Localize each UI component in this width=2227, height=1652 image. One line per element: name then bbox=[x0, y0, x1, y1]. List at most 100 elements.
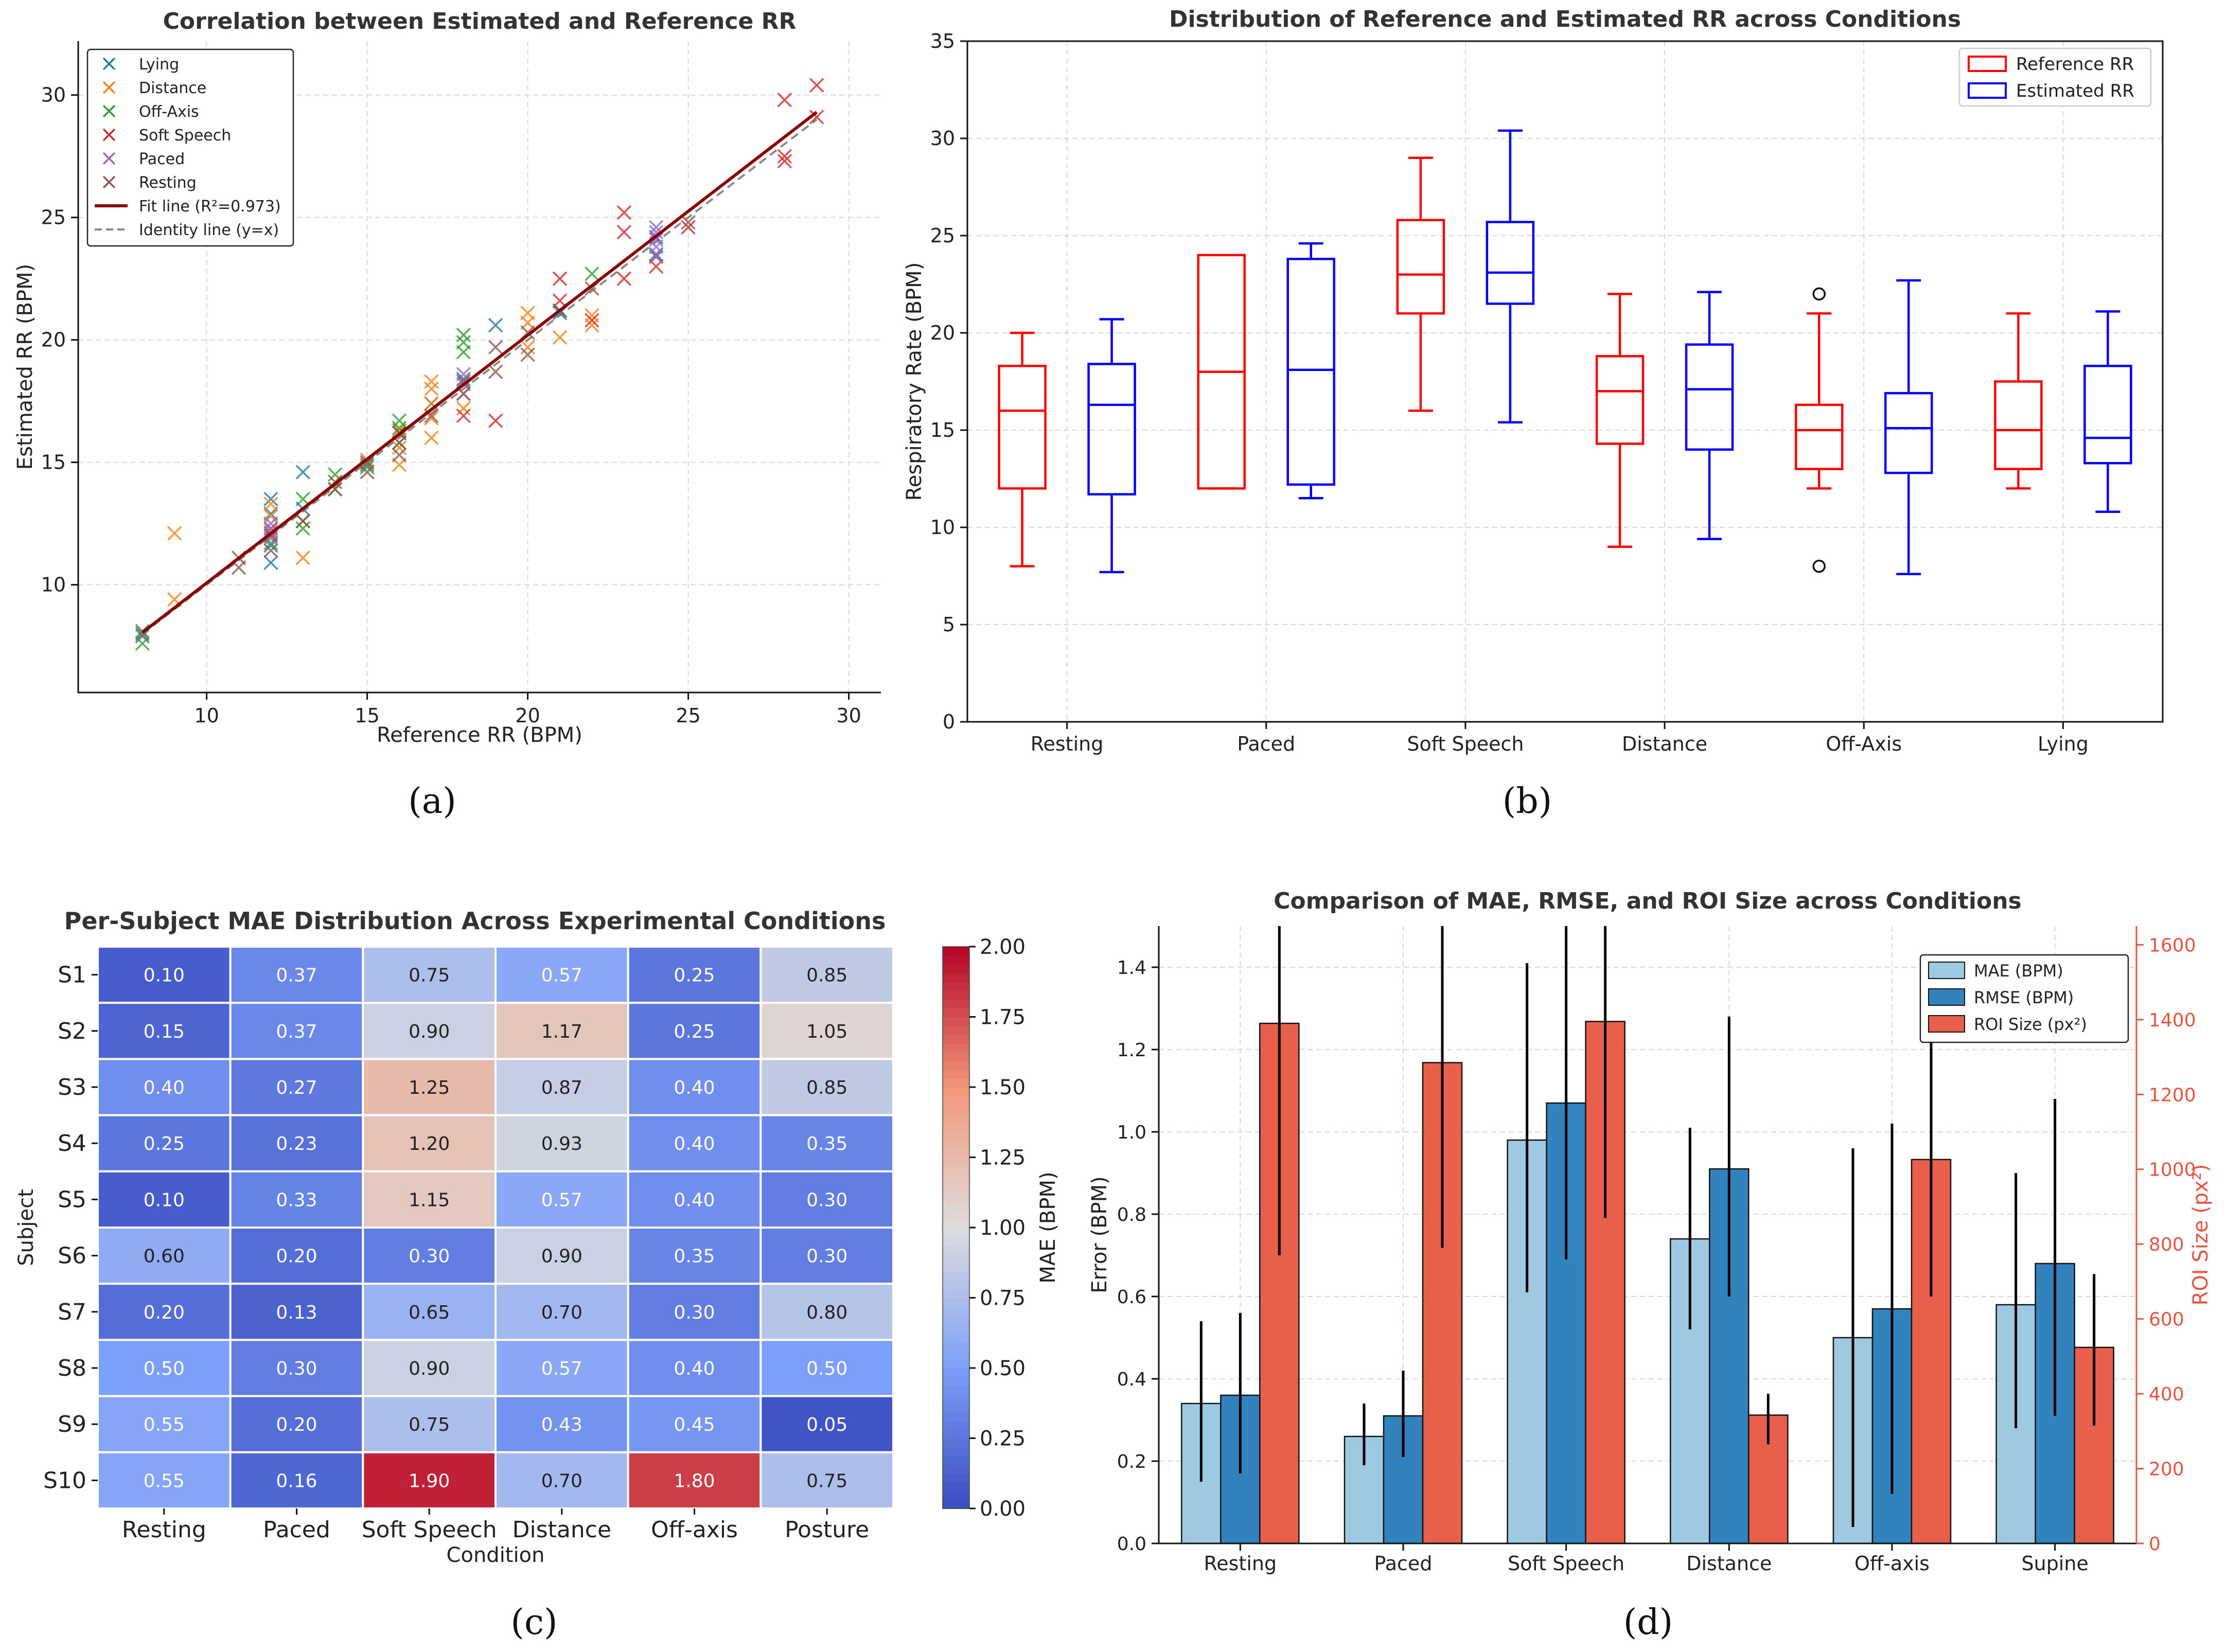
a-point-resting bbox=[295, 513, 311, 529]
c-heatmap-cell bbox=[494, 1283, 629, 1341]
b-ytick-label: 10 bbox=[930, 516, 955, 539]
a-legend-box bbox=[86, 48, 294, 247]
c-colorbar-segment bbox=[943, 1096, 969, 1106]
c-row-label: S1 bbox=[58, 962, 86, 988]
c-cell-value-label: 0.25 bbox=[674, 1021, 715, 1042]
c-column-label: Off-axis bbox=[651, 1517, 738, 1543]
panel-label-c: (c) bbox=[510, 1602, 557, 1643]
panel-label-d: (d) bbox=[1623, 1602, 1673, 1643]
a-point-soft-speech bbox=[809, 110, 824, 125]
d-y-axis-label: Error (BPM) bbox=[1088, 1176, 1111, 1293]
d-ytick-label: 0.6 bbox=[1117, 1287, 1146, 1308]
b-legend-swatch bbox=[1968, 82, 2007, 99]
d-xtick-label: Soft Speech bbox=[1508, 1552, 1624, 1575]
b-legend-box bbox=[1958, 47, 2152, 107]
a-point-resting bbox=[360, 455, 375, 470]
c-colorbar-segment bbox=[943, 973, 969, 983]
c-cell-value-label: 0.87 bbox=[541, 1077, 582, 1098]
c-cell-value-label: 0.30 bbox=[806, 1189, 847, 1211]
b-box bbox=[998, 365, 1047, 490]
c-colorbar-segment bbox=[943, 1420, 969, 1430]
c-row-label: S10 bbox=[43, 1467, 86, 1494]
c-colorbar-segment bbox=[943, 1025, 969, 1035]
c-colorbar-segment bbox=[943, 1192, 969, 1202]
a-point-distance bbox=[295, 550, 311, 565]
c-heatmap-cell bbox=[494, 1170, 629, 1229]
c-cell-value-label: 0.30 bbox=[674, 1302, 715, 1323]
c-cell-value-label: 0.90 bbox=[409, 1021, 450, 1042]
a-ytick-label: 10 bbox=[41, 574, 66, 596]
b-xtick-label: Off-Axis bbox=[1826, 733, 1902, 755]
c-cell-value-label: 0.50 bbox=[144, 1358, 185, 1379]
c-heatmap-cell bbox=[229, 1058, 364, 1116]
c-chart-title: Per-Subject MAE Distribution Across Expe… bbox=[64, 907, 886, 935]
c-heatmap-cell bbox=[362, 1283, 497, 1341]
b-ytick-label: 0 bbox=[943, 710, 955, 733]
a-point-soft-speech bbox=[616, 224, 632, 240]
a-xtick-label: 15 bbox=[355, 704, 379, 727]
a-legend-marker bbox=[102, 152, 116, 165]
c-heatmap-cell bbox=[759, 1170, 895, 1229]
c-cell-value-label: 0.70 bbox=[541, 1470, 582, 1491]
c-cell-value-label: 0.43 bbox=[541, 1414, 582, 1435]
d-xtick-label: Resting bbox=[1204, 1552, 1277, 1575]
a-legend-marker bbox=[102, 81, 116, 94]
c-colorbar-segment bbox=[943, 1078, 969, 1088]
c-colorbar-tick-label: 1.50 bbox=[980, 1076, 1026, 1099]
c-cell-value-label: 0.13 bbox=[276, 1302, 317, 1323]
c-cell-value-label: 1.15 bbox=[409, 1189, 450, 1211]
d-legend-label: RMSE (BPM) bbox=[1974, 988, 2074, 1007]
a-point-lying bbox=[360, 457, 375, 472]
a-point-resting bbox=[488, 364, 503, 379]
a-point-distance bbox=[424, 381, 439, 397]
c-cell-value-label: 0.55 bbox=[144, 1414, 185, 1435]
c-cell-value-label: 0.16 bbox=[276, 1470, 317, 1491]
c-colorbar-segment bbox=[943, 1017, 969, 1026]
c-cell-value-label: 0.57 bbox=[541, 965, 582, 986]
b-legend-label: Reference RR bbox=[2016, 54, 2134, 75]
a-point-lying bbox=[488, 317, 503, 333]
a-point-distance bbox=[520, 340, 535, 355]
d-legend-label: MAE (BPM) bbox=[1974, 961, 2063, 981]
panel-d-bar: Resting Paced Soft Speech Distance Off-axis S… bbox=[1088, 888, 2213, 1575]
c-colorbar-segment bbox=[943, 1289, 969, 1299]
a-point-off-axis bbox=[295, 521, 311, 536]
panel-label-a: (a) bbox=[408, 781, 456, 822]
c-colorbar-segment bbox=[943, 1368, 969, 1378]
c-heatmap-cell bbox=[494, 1114, 629, 1173]
c-colorbar-segment bbox=[943, 1473, 969, 1483]
c-row-label: S3 bbox=[58, 1074, 86, 1100]
c-cell-value-label: 1.80 bbox=[674, 1470, 715, 1491]
c-row-label: S4 bbox=[58, 1130, 86, 1157]
c-cell-value-label: 0.30 bbox=[409, 1246, 450, 1267]
c-column-label: Paced bbox=[263, 1517, 330, 1543]
c-colorbar-segment bbox=[943, 1148, 969, 1158]
a-point-distance bbox=[263, 496, 278, 511]
c-row-label: S6 bbox=[58, 1243, 86, 1269]
b-box bbox=[1795, 403, 1844, 470]
d-ytick-label: 1.4 bbox=[1117, 957, 1146, 979]
c-colorbar-segment bbox=[943, 1228, 969, 1237]
c-heatmap-cell bbox=[627, 1395, 762, 1453]
d-ytick-label: 0.8 bbox=[1117, 1204, 1146, 1225]
c-colorbar-segment bbox=[943, 1052, 969, 1061]
c-colorbar-segment bbox=[943, 1210, 969, 1219]
c-heatmap-cell bbox=[97, 1395, 232, 1453]
c-colorbar-segment bbox=[943, 1166, 969, 1176]
a-legend-label: Resting bbox=[139, 174, 197, 192]
c-colorbar-tick-label: 1.25 bbox=[980, 1146, 1026, 1170]
a-point-paced bbox=[648, 224, 664, 240]
a-xtick-label: 20 bbox=[515, 704, 540, 727]
c-cell-value-label: 0.20 bbox=[276, 1246, 317, 1267]
a-legend-label: Distance bbox=[139, 79, 206, 97]
c-colorbar-segment bbox=[943, 1298, 969, 1307]
b-ytick-label: 15 bbox=[930, 419, 955, 441]
c-heatmap-cell bbox=[362, 1058, 497, 1116]
c-cell-value-label: 0.65 bbox=[409, 1302, 450, 1323]
a-point-resting bbox=[327, 482, 343, 497]
c-cell-value-label: 0.27 bbox=[276, 1077, 317, 1098]
c-colorbar-segment bbox=[943, 1438, 969, 1448]
c-colorbar-tick-label: 0.25 bbox=[980, 1427, 1026, 1451]
c-colorbar-segment bbox=[943, 1175, 969, 1184]
